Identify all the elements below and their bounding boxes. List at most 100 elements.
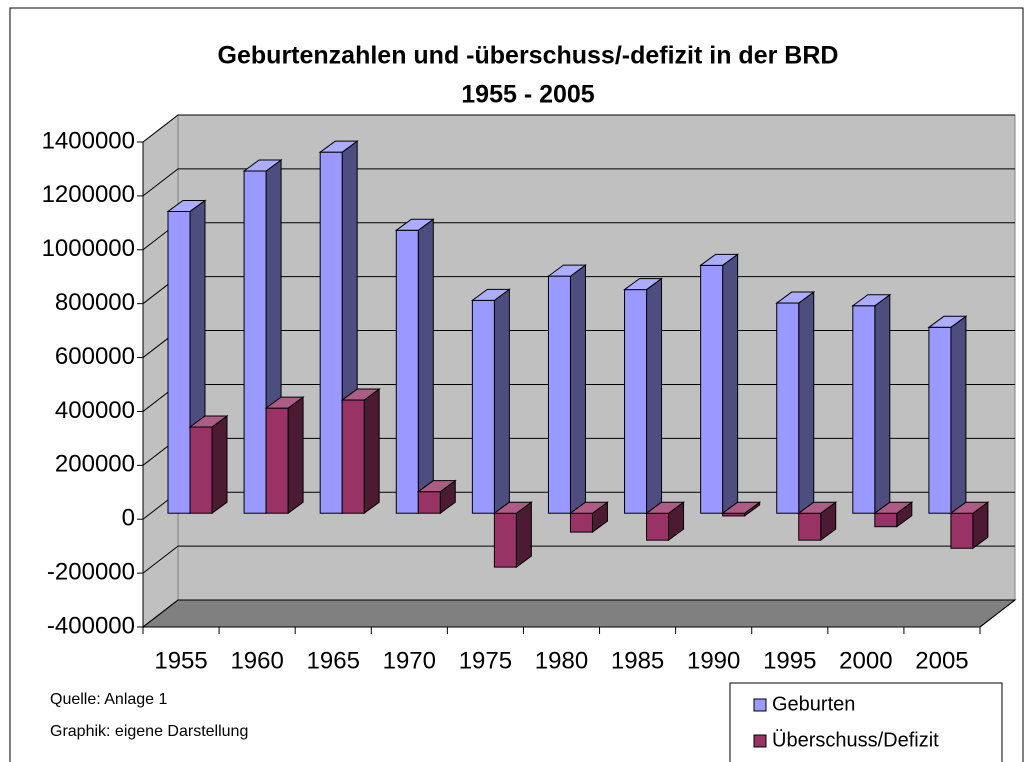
legend-label: Überschuss/Defizit	[772, 729, 939, 751]
bar-top	[340, 388, 381, 401]
bar-front	[646, 512, 670, 541]
legend-swatch	[753, 698, 767, 712]
x-tick-label: 1970	[383, 647, 436, 674]
bar-side	[417, 218, 434, 515]
bar-top	[318, 140, 359, 153]
y-tick-label: 800000	[55, 289, 135, 316]
bar	[264, 396, 305, 515]
bar	[873, 501, 914, 528]
bar	[394, 218, 435, 515]
bar-side	[874, 293, 891, 515]
bar	[470, 288, 511, 515]
bar-top	[927, 315, 968, 328]
bar-side	[287, 396, 304, 515]
bar-side	[569, 264, 586, 515]
x-tick-label: 1985	[611, 647, 664, 674]
x-tick-label: 1955	[154, 647, 207, 674]
bar-top	[873, 501, 914, 514]
bar-top	[699, 253, 740, 266]
x-axis-depth	[979, 599, 1016, 628]
bar	[699, 253, 740, 515]
bar-front	[319, 151, 343, 514]
bar-side	[950, 315, 967, 515]
bar	[546, 264, 587, 515]
bar-top	[166, 199, 207, 212]
floor	[141, 599, 1017, 628]
bar-front	[776, 302, 800, 514]
bar-top	[264, 396, 305, 409]
y-tick-label: -400000	[47, 612, 135, 639]
bar-top	[546, 264, 587, 277]
bar-side	[798, 291, 815, 515]
source-note: Graphik: eigene Darstellung	[50, 723, 248, 740]
bar	[188, 415, 229, 515]
bar-front	[341, 399, 365, 514]
bar-front	[547, 275, 571, 514]
bar	[623, 277, 664, 515]
bar-front	[798, 512, 822, 541]
bar-front	[395, 229, 419, 514]
bar-front	[852, 305, 876, 514]
chart-title: Geburtenzahlen und -überschuss/-defizit …	[218, 42, 839, 70]
bar-top	[242, 159, 283, 172]
y-tick-label: 200000	[55, 451, 135, 478]
bar-side	[722, 253, 739, 515]
grid-line	[142, 599, 1015, 628]
bar-front	[493, 512, 517, 568]
bar-front	[167, 210, 191, 514]
bar	[568, 501, 609, 534]
x-tick-label: 1965	[307, 647, 360, 674]
x-tick-label: 1980	[535, 647, 588, 674]
legend-swatch	[753, 734, 767, 748]
bar-top	[797, 501, 838, 514]
bar-side	[211, 415, 228, 515]
x-tick-label: 1990	[687, 647, 740, 674]
bar-top	[721, 501, 762, 514]
bar	[797, 501, 838, 542]
bar	[927, 315, 968, 515]
bar-top	[645, 501, 686, 514]
y-tick-label: 1400000	[42, 127, 135, 154]
bar-top	[492, 501, 533, 514]
x-tick-label: 2005	[915, 647, 968, 674]
grid-line	[142, 114, 1015, 143]
bar-front	[471, 299, 495, 514]
bar-top	[568, 501, 609, 514]
y-tick-label: 0	[122, 505, 135, 532]
chart-subtitle: 1955 - 2005	[461, 81, 595, 109]
y-tick-label: 400000	[55, 397, 135, 424]
bar-front	[265, 407, 289, 514]
x-tick-label: 1975	[459, 647, 512, 674]
bar-front	[624, 289, 648, 514]
bar-side	[646, 277, 663, 515]
bar-front	[189, 426, 213, 514]
bar	[721, 501, 762, 517]
bar-side	[493, 288, 510, 515]
y-tick-label: 600000	[55, 343, 135, 370]
x-tick-label: 1995	[763, 647, 816, 674]
bar-top	[394, 218, 435, 231]
grid-line	[142, 545, 1015, 574]
bar	[851, 293, 892, 515]
bar-front	[928, 326, 952, 514]
bar	[492, 501, 533, 569]
bar	[775, 291, 816, 515]
y-tick-label: -200000	[47, 558, 135, 585]
bar	[416, 479, 457, 515]
source-note: Quelle: Anlage 1	[50, 691, 168, 708]
x-tick-label: 2000	[839, 647, 892, 674]
bar-top	[623, 278, 664, 291]
bar-top	[416, 480, 457, 493]
bar-top	[775, 291, 816, 304]
bar-front	[874, 512, 898, 528]
bar-side	[363, 388, 380, 515]
x-tick-label: 1960	[230, 647, 283, 674]
bar	[645, 501, 686, 542]
bar-front	[243, 170, 267, 514]
grid-line	[142, 168, 1015, 197]
legend-label: Geburten	[772, 693, 855, 715]
y-tick-label: 1000000	[42, 235, 135, 262]
bar-top	[470, 288, 511, 301]
y-tick-label: 1200000	[42, 181, 135, 208]
